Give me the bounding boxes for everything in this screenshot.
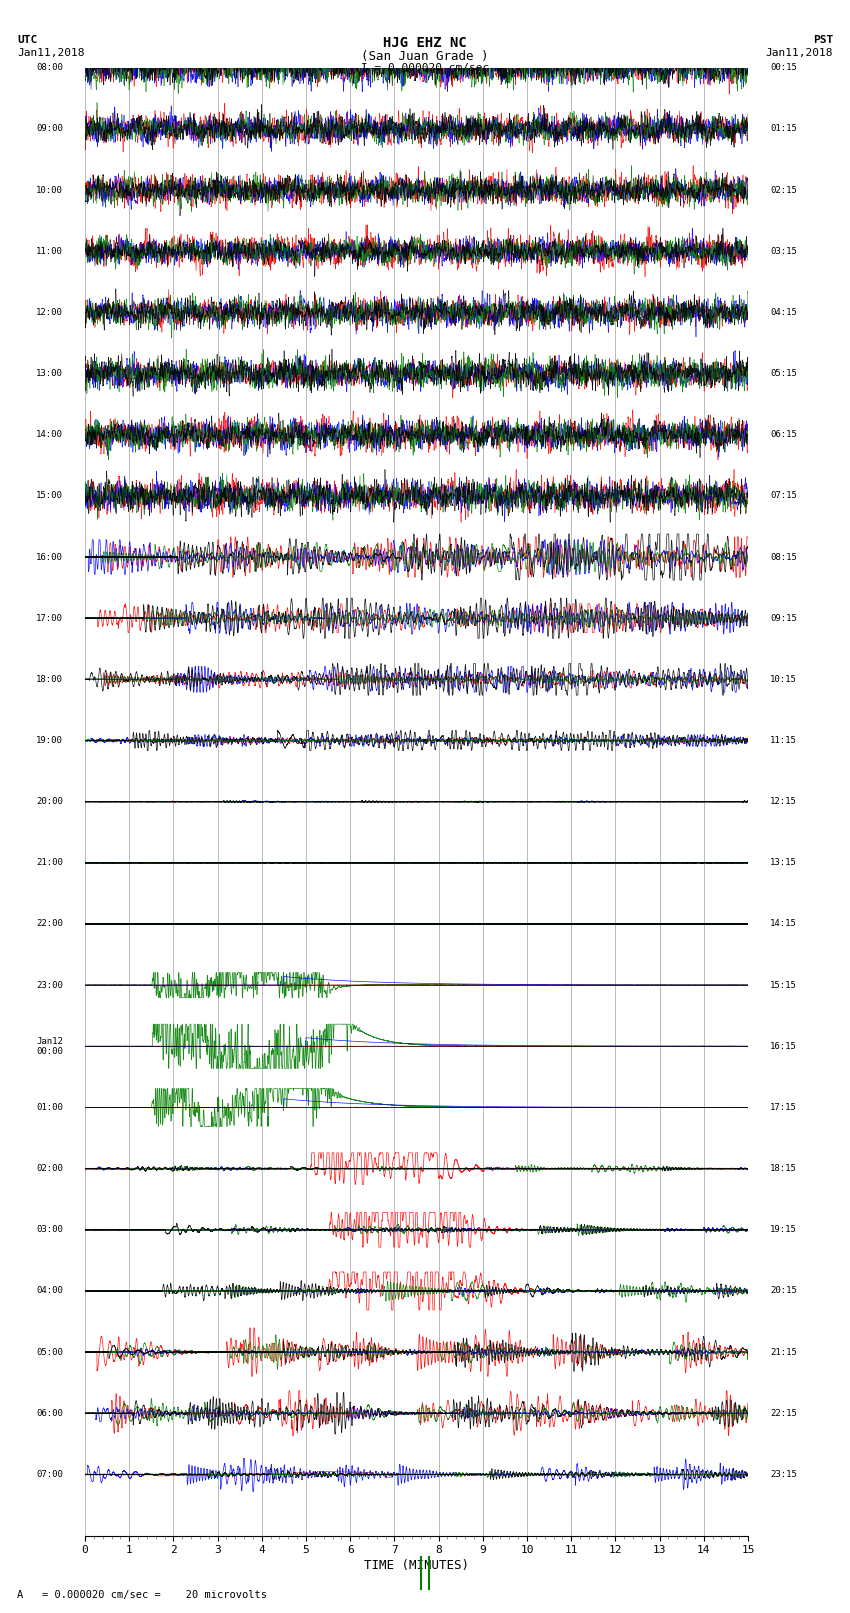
Text: A   = 0.000020 cm/sec =    20 microvolts: A = 0.000020 cm/sec = 20 microvolts [17,1590,267,1600]
Text: 02:15: 02:15 [770,185,797,195]
Text: 15:15: 15:15 [770,981,797,990]
Text: 08:15: 08:15 [770,553,797,561]
Text: 01:15: 01:15 [770,124,797,134]
Text: 09:15: 09:15 [770,613,797,623]
Text: 23:00: 23:00 [36,981,63,990]
Text: 11:15: 11:15 [770,736,797,745]
Text: 06:00: 06:00 [36,1408,63,1418]
Text: UTC: UTC [17,35,37,45]
Text: 04:00: 04:00 [36,1287,63,1295]
Text: 18:15: 18:15 [770,1165,797,1173]
Text: 09:00: 09:00 [36,124,63,134]
Text: 11:00: 11:00 [36,247,63,256]
Text: 03:15: 03:15 [770,247,797,256]
Text: 19:15: 19:15 [770,1226,797,1234]
Text: 17:00: 17:00 [36,613,63,623]
Text: 15:00: 15:00 [36,492,63,500]
Text: 12:00: 12:00 [36,308,63,316]
Text: 19:00: 19:00 [36,736,63,745]
Text: I = 0.000020 cm/sec: I = 0.000020 cm/sec [361,63,489,73]
Text: Jan12
00:00: Jan12 00:00 [36,1037,63,1057]
X-axis label: TIME (MINUTES): TIME (MINUTES) [364,1560,469,1573]
Text: 20:00: 20:00 [36,797,63,806]
Text: 10:00: 10:00 [36,185,63,195]
Text: 23:15: 23:15 [770,1469,797,1479]
Text: 22:15: 22:15 [770,1408,797,1418]
Text: 13:15: 13:15 [770,858,797,868]
Text: HJG EHZ NC: HJG EHZ NC [383,37,467,50]
Text: 07:00: 07:00 [36,1469,63,1479]
Text: PST: PST [813,35,833,45]
Text: 22:00: 22:00 [36,919,63,929]
Text: 21:00: 21:00 [36,858,63,868]
Text: Jan11,2018: Jan11,2018 [17,48,84,58]
Text: 20:15: 20:15 [770,1287,797,1295]
Text: 01:00: 01:00 [36,1103,63,1111]
Text: 05:15: 05:15 [770,369,797,377]
Text: 03:00: 03:00 [36,1226,63,1234]
Text: 05:00: 05:00 [36,1347,63,1357]
Text: 00:15: 00:15 [770,63,797,73]
Text: 17:15: 17:15 [770,1103,797,1111]
Text: 13:00: 13:00 [36,369,63,377]
Text: 04:15: 04:15 [770,308,797,316]
Text: 08:00: 08:00 [36,63,63,73]
Text: 10:15: 10:15 [770,674,797,684]
Text: 02:00: 02:00 [36,1165,63,1173]
Text: 16:00: 16:00 [36,553,63,561]
Text: 16:15: 16:15 [770,1042,797,1050]
Text: 12:15: 12:15 [770,797,797,806]
Text: (San Juan Grade ): (San Juan Grade ) [361,50,489,63]
Text: 07:15: 07:15 [770,492,797,500]
Text: 21:15: 21:15 [770,1347,797,1357]
Text: 14:00: 14:00 [36,431,63,439]
Text: 18:00: 18:00 [36,674,63,684]
Text: 14:15: 14:15 [770,919,797,929]
Text: Jan11,2018: Jan11,2018 [766,48,833,58]
Text: 06:15: 06:15 [770,431,797,439]
